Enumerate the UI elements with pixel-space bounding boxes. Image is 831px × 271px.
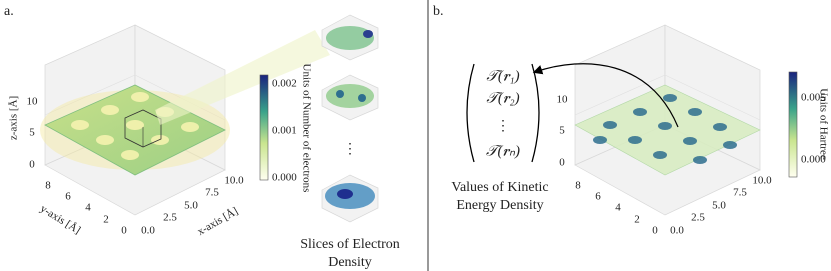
caption: Values of Kinetic <box>451 180 548 195</box>
z-tick-label: 0 <box>29 159 35 171</box>
colorbar-label: Units of Number of electrons <box>300 64 312 193</box>
x-tick-label: 5.0 <box>184 200 198 212</box>
vector-entry: 𝒯(𝒓₁) <box>486 68 519 84</box>
x-tick-label: 0.0 <box>670 225 684 237</box>
vector-entry: ⋮ <box>496 119 510 134</box>
colorbar-tick-label: 0.001 <box>272 125 297 137</box>
plot-3d-b <box>574 24 761 216</box>
x-tick-label: 5.0 <box>712 200 726 212</box>
y-tick-label: 6 <box>595 191 601 203</box>
caption: Energy Density <box>456 198 543 213</box>
colorbar-tick-label: 0.002 <box>272 78 297 90</box>
y-tick-label: 4 <box>615 202 621 214</box>
y-tick-label: 0 <box>121 225 127 237</box>
colorbar <box>259 74 269 181</box>
x-tick-label: 7.5 <box>733 187 747 199</box>
slices-caption: Slices of Electron <box>300 237 400 252</box>
colorbar-tick-label: 0.000 <box>801 154 826 166</box>
ellipsis: ⋮ <box>343 142 357 157</box>
z-tick-label: 5 <box>559 125 565 137</box>
x-tick-label: 7.5 <box>205 187 219 199</box>
bracket <box>466 63 475 163</box>
x-tick-label: 2.5 <box>163 212 177 224</box>
arrow <box>532 63 679 128</box>
y-tick-label: 2 <box>103 214 109 226</box>
y-axis-label: y-axis [Å] <box>38 203 82 237</box>
y-tick-label: 0 <box>652 225 658 237</box>
panel-label: b. <box>433 4 444 19</box>
y-tick-label: 2 <box>634 214 640 226</box>
x-tick-label: 10.0 <box>752 175 772 187</box>
z-tick-label: 10 <box>557 94 569 106</box>
panel-label: a. <box>4 4 14 19</box>
colorbar-label: Units of Hartree <box>817 88 829 160</box>
colorbar-tick-label: 0.000 <box>272 172 297 184</box>
z-tick-label: 0 <box>559 157 565 169</box>
x-tick-label: 2.5 <box>691 212 705 224</box>
z-tick-label: 5 <box>29 127 35 139</box>
x-tick-label: 0.0 <box>141 225 155 237</box>
y-tick-label: 6 <box>65 191 71 203</box>
x-axis-label: x-axis [Å] <box>195 205 240 238</box>
y-tick-label: 8 <box>45 180 51 192</box>
x-tick-label: 10.0 <box>224 175 244 187</box>
colorbar-tick-label: 0.005 <box>801 92 826 104</box>
z-tick-label: 10 <box>27 96 39 108</box>
y-tick-label: 8 <box>575 180 581 192</box>
slices-caption: Density <box>328 255 372 270</box>
plot-3d-a <box>40 24 330 216</box>
vector-entry: 𝒯(𝒓₂) <box>486 90 519 106</box>
y-tick-label: 4 <box>85 202 91 214</box>
slice-thumbnails <box>321 14 379 223</box>
vector-entry: 𝒯(𝒓ₙ) <box>486 143 520 159</box>
z-axis-label: z-axis [Å] <box>8 96 20 140</box>
bracket <box>531 63 540 163</box>
colorbar <box>788 71 798 178</box>
